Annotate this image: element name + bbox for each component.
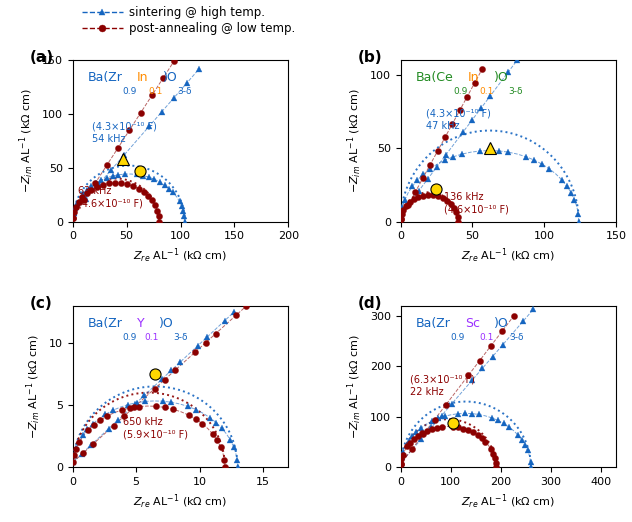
Text: Ba(Ce: Ba(Ce <box>416 72 453 85</box>
Text: )O: )O <box>494 72 508 85</box>
Text: 0.1: 0.1 <box>145 333 159 342</box>
Text: (b): (b) <box>357 50 382 65</box>
Text: (4.3×10⁻¹⁰ F)
47 kHz: (4.3×10⁻¹⁰ F) 47 kHz <box>427 108 491 130</box>
Text: 0.1: 0.1 <box>480 333 494 342</box>
Text: 0.1: 0.1 <box>479 88 494 97</box>
Text: 63 kHz
(4.6×10⁻¹⁰ F): 63 kHz (4.6×10⁻¹⁰ F) <box>78 186 143 209</box>
X-axis label: $Z_{re}\ \mathregular{AL}^{-1}$ (k$\Omega$ cm): $Z_{re}\ \mathregular{AL}^{-1}$ (k$\Omeg… <box>133 492 228 511</box>
X-axis label: $Z_{re}\ \mathregular{AL}^{-1}$ (k$\Omega$ cm): $Z_{re}\ \mathregular{AL}^{-1}$ (k$\Omeg… <box>461 247 556 265</box>
Text: 3-δ: 3-δ <box>508 88 523 97</box>
X-axis label: $Z_{re}\ \mathregular{AL}^{-1}$ (k$\Omega$ cm): $Z_{re}\ \mathregular{AL}^{-1}$ (k$\Omeg… <box>461 492 556 511</box>
Text: Ba(Zr: Ba(Zr <box>88 317 123 330</box>
Text: 0.9: 0.9 <box>453 88 468 97</box>
Text: 3-δ: 3-δ <box>178 88 192 97</box>
Text: 0.9: 0.9 <box>451 333 465 342</box>
X-axis label: $Z_{re}\ \mathregular{AL}^{-1}$ (k$\Omega$ cm): $Z_{re}\ \mathregular{AL}^{-1}$ (k$\Omeg… <box>133 247 228 265</box>
Text: Ba(Zr: Ba(Zr <box>88 72 123 85</box>
Text: (d): (d) <box>357 296 382 311</box>
Text: Sc: Sc <box>465 317 480 330</box>
Text: In: In <box>137 72 149 85</box>
Y-axis label: $-Z_{im}\ \mathregular{AL}^{-1}$ (k$\Omega$ cm): $-Z_{im}\ \mathregular{AL}^{-1}$ (k$\Ome… <box>18 88 37 193</box>
Text: (6.3×10⁻¹⁰ F)
22 kHz: (6.3×10⁻¹⁰ F) 22 kHz <box>410 374 475 397</box>
Text: 0.1: 0.1 <box>149 88 163 97</box>
Y-axis label: $-Z_{im}\ \mathregular{AL}^{-1}$ (k$\Omega$ cm): $-Z_{im}\ \mathregular{AL}^{-1}$ (k$\Ome… <box>346 334 364 439</box>
Text: 136 kHz
(4.6×10⁻¹⁰ F): 136 kHz (4.6×10⁻¹⁰ F) <box>444 192 509 214</box>
Text: )O: )O <box>163 72 178 85</box>
Text: (4.3×10⁻¹⁰ F)
54 kHz: (4.3×10⁻¹⁰ F) 54 kHz <box>92 122 157 144</box>
Y-axis label: $-Z_{im}\ \mathregular{AL}^{-1}$ (k$\Omega$ cm): $-Z_{im}\ \mathregular{AL}^{-1}$ (k$\Ome… <box>25 334 44 439</box>
Text: 3-δ: 3-δ <box>509 333 523 342</box>
Text: (c): (c) <box>30 296 52 311</box>
Y-axis label: $-Z_{im}\ \mathregular{AL}^{-1}$ (k$\Omega$ cm): $-Z_{im}\ \mathregular{AL}^{-1}$ (k$\Ome… <box>346 88 364 193</box>
Text: 0.9: 0.9 <box>123 333 137 342</box>
Text: Ba(Zr: Ba(Zr <box>416 317 451 330</box>
Text: 3-δ: 3-δ <box>174 333 188 342</box>
Text: (a): (a) <box>30 50 54 65</box>
Text: )O: )O <box>494 317 509 330</box>
Text: In: In <box>468 72 479 85</box>
Text: )O: )O <box>159 317 174 330</box>
Text: Y: Y <box>137 317 145 330</box>
Text: 0.9: 0.9 <box>123 88 137 97</box>
Text: 650 kHz
(5.9×10⁻¹⁰ F): 650 kHz (5.9×10⁻¹⁰ F) <box>123 418 188 440</box>
Legend: sintering @ high temp., post-annealing @ low temp.: sintering @ high temp., post-annealing @… <box>82 6 295 35</box>
